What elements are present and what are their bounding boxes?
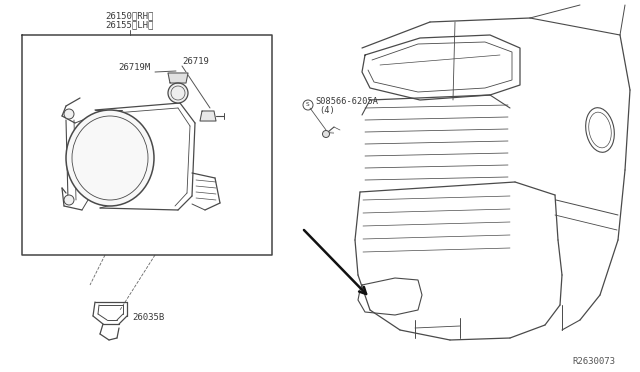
Text: 26035B: 26035B	[132, 314, 164, 323]
Text: (4): (4)	[319, 106, 335, 115]
Polygon shape	[168, 73, 188, 83]
Ellipse shape	[66, 110, 154, 206]
Text: 26150〈RH〉: 26150〈RH〉	[106, 12, 154, 20]
Text: 26719M: 26719M	[118, 64, 150, 73]
Text: R2630073: R2630073	[572, 357, 615, 366]
Circle shape	[168, 83, 188, 103]
Circle shape	[64, 195, 74, 205]
Polygon shape	[200, 111, 216, 121]
Circle shape	[64, 109, 74, 119]
Text: 26155〈LH〉: 26155〈LH〉	[106, 20, 154, 29]
Text: 26719: 26719	[182, 58, 209, 67]
Circle shape	[323, 131, 330, 138]
Text: S08566-6205A: S08566-6205A	[315, 97, 378, 106]
Text: S: S	[306, 103, 310, 108]
